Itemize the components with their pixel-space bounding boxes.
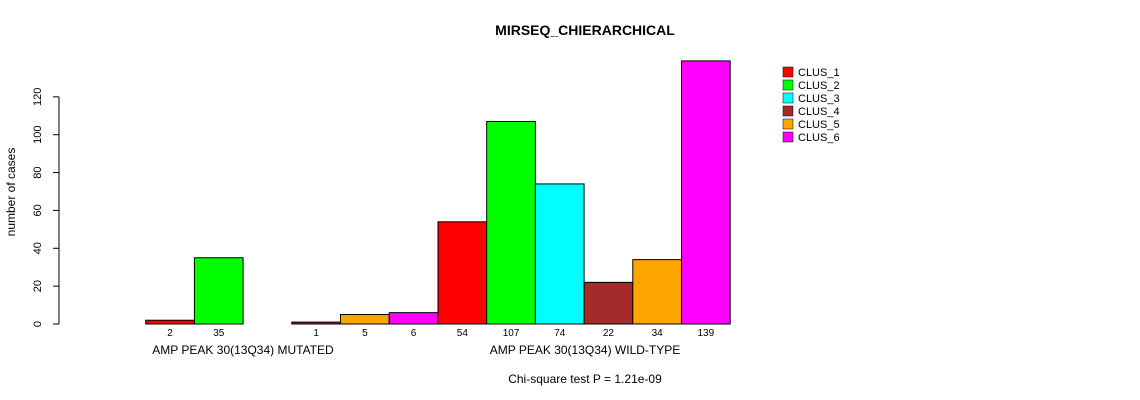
bar-clus-4: [291, 321, 341, 325]
y-tick-label: 60: [32, 204, 44, 216]
legend-entry: CLUS_1: [798, 67, 840, 79]
y-tick-label: 80: [32, 166, 44, 178]
bar-count-label: 107: [503, 328, 520, 339]
legend-swatch: [782, 118, 794, 130]
y-tick-label: 120: [32, 88, 44, 106]
y-tick-label: 0: [32, 321, 44, 327]
y-tick-label: 100: [32, 126, 44, 144]
bar-count-label: 6: [411, 328, 417, 339]
bar-count-label: 2: [167, 328, 173, 339]
bar-count-label: 22: [603, 328, 615, 339]
legend-entry: CLUS_2: [798, 80, 840, 92]
y-axis: 0 20 40 60 80 100 120: [32, 88, 60, 327]
bars: [145, 60, 731, 325]
y-tick-label: 20: [32, 280, 44, 292]
legend-swatch: [782, 105, 794, 117]
bar-clus-6: [388, 312, 439, 325]
bar-count-label: 139: [698, 328, 715, 339]
legend-entry: CLUS_6: [798, 132, 840, 144]
bar-count-label: 74: [554, 328, 566, 339]
chart-title: MIRSEQ_CHIERARCHICAL: [495, 22, 675, 38]
legend-swatch: [782, 66, 794, 78]
bar-clus-5: [632, 259, 682, 325]
bar-count-label: 1: [313, 328, 319, 339]
bar-clus-2: [193, 257, 244, 325]
legend-swatch: [782, 131, 794, 143]
bar-clus-1: [145, 319, 195, 325]
legend-entry: CLUS_4: [798, 106, 840, 118]
y-axis-label: number of cases: [4, 148, 18, 237]
count-labels: 2 35 1 5 6 54 107 74 22 34 139: [167, 328, 714, 339]
legend-entry: CLUS_5: [798, 119, 840, 131]
chi-square-footnote: Chi-square test P = 1.21e-09: [508, 372, 662, 386]
bar-clus-1: [437, 221, 488, 325]
bar-clus-6: [681, 60, 731, 325]
legend-swatch: [782, 92, 794, 104]
legend-entry: CLUS_3: [798, 93, 840, 105]
bar-clus-5: [340, 314, 390, 325]
bar-count-label: 54: [457, 328, 469, 339]
bar-clus-3: [534, 183, 585, 325]
bar-count-label: 5: [362, 328, 368, 339]
group-label-mutated: AMP PEAK 30(13Q34) MUTATED: [152, 343, 334, 357]
legend-swatch: [782, 79, 794, 91]
bar-clus-2: [486, 120, 536, 325]
bar-count-label: 34: [652, 328, 664, 339]
group-label-wild-type: AMP PEAK 30(13Q34) WILD-TYPE: [490, 343, 681, 357]
y-tick-label: 40: [32, 242, 44, 254]
bar-clus-4: [583, 281, 634, 325]
bar-count-label: 35: [213, 328, 225, 339]
